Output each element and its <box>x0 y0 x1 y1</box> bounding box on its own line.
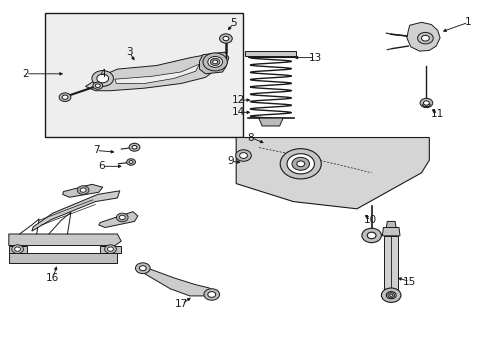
Circle shape <box>423 101 428 105</box>
Circle shape <box>126 159 135 165</box>
Circle shape <box>207 292 215 297</box>
Polygon shape <box>85 54 222 91</box>
Circle shape <box>389 294 392 296</box>
Circle shape <box>132 145 137 149</box>
Polygon shape <box>9 234 121 246</box>
Text: 16: 16 <box>46 273 60 283</box>
Text: 3: 3 <box>126 47 133 57</box>
Circle shape <box>135 263 150 274</box>
Circle shape <box>129 143 140 151</box>
Circle shape <box>93 82 102 89</box>
Polygon shape <box>9 253 117 263</box>
Circle shape <box>419 98 432 108</box>
Circle shape <box>116 213 128 222</box>
Bar <box>45 13 243 137</box>
Text: 7: 7 <box>93 145 100 156</box>
Polygon shape <box>406 22 439 51</box>
Circle shape <box>80 188 86 192</box>
Circle shape <box>212 60 217 64</box>
Polygon shape <box>100 246 121 253</box>
Text: 5: 5 <box>230 18 237 28</box>
Circle shape <box>59 93 71 102</box>
Circle shape <box>361 228 381 243</box>
Circle shape <box>15 247 20 251</box>
Polygon shape <box>384 236 397 291</box>
Circle shape <box>291 157 309 170</box>
Circle shape <box>387 293 394 298</box>
Circle shape <box>223 36 228 41</box>
Circle shape <box>77 186 89 194</box>
Text: 4: 4 <box>99 69 106 79</box>
Polygon shape <box>62 184 102 197</box>
Circle shape <box>381 288 400 302</box>
Circle shape <box>62 95 68 99</box>
Circle shape <box>119 215 125 220</box>
Circle shape <box>219 34 232 43</box>
Circle shape <box>421 35 428 41</box>
Polygon shape <box>99 212 138 228</box>
Circle shape <box>386 292 395 299</box>
Text: 13: 13 <box>308 53 322 63</box>
Text: 9: 9 <box>227 156 234 166</box>
Text: 10: 10 <box>364 215 376 225</box>
Text: 11: 11 <box>430 109 444 120</box>
Circle shape <box>129 161 133 163</box>
Text: 6: 6 <box>98 161 105 171</box>
Circle shape <box>296 161 304 167</box>
Text: 15: 15 <box>402 276 416 287</box>
Text: 8: 8 <box>247 132 254 143</box>
Circle shape <box>95 84 100 87</box>
Text: 2: 2 <box>22 69 29 79</box>
Circle shape <box>210 58 220 66</box>
Polygon shape <box>9 246 27 253</box>
Polygon shape <box>199 52 228 74</box>
Circle shape <box>12 245 23 253</box>
Text: 1: 1 <box>464 17 471 27</box>
Polygon shape <box>138 266 214 296</box>
Circle shape <box>104 245 116 253</box>
Circle shape <box>207 57 222 67</box>
Circle shape <box>139 266 146 271</box>
Text: 14: 14 <box>231 107 244 117</box>
Circle shape <box>97 74 108 83</box>
Polygon shape <box>115 64 199 84</box>
Circle shape <box>239 153 247 158</box>
Circle shape <box>280 149 321 179</box>
Polygon shape <box>32 191 120 231</box>
Text: 17: 17 <box>175 299 188 309</box>
Text: 12: 12 <box>231 95 244 105</box>
Circle shape <box>107 247 113 251</box>
Circle shape <box>92 71 113 86</box>
Circle shape <box>366 232 375 239</box>
Circle shape <box>203 53 227 71</box>
Polygon shape <box>386 221 395 228</box>
Circle shape <box>286 154 314 174</box>
Circle shape <box>417 32 432 44</box>
Circle shape <box>235 150 251 161</box>
Polygon shape <box>258 118 283 126</box>
Polygon shape <box>382 228 399 236</box>
Circle shape <box>203 289 219 300</box>
Bar <box>245 51 296 56</box>
Polygon shape <box>236 138 428 209</box>
